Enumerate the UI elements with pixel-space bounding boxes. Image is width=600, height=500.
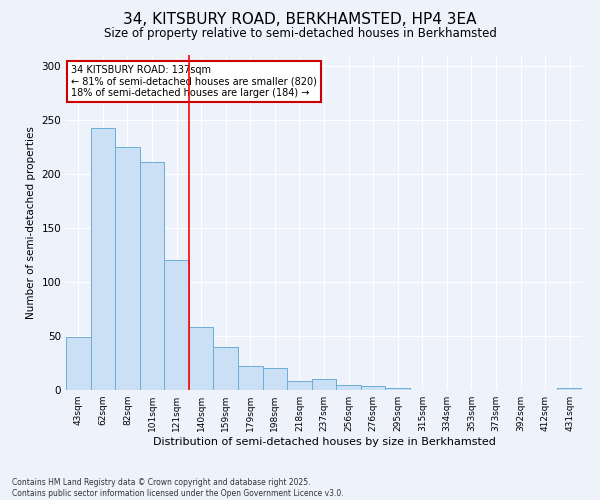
- Text: 34 KITSBURY ROAD: 137sqm
← 81% of semi-detached houses are smaller (820)
18% of : 34 KITSBURY ROAD: 137sqm ← 81% of semi-d…: [71, 65, 317, 98]
- Bar: [91, 128, 115, 390]
- Bar: [214, 347, 238, 390]
- Bar: [336, 384, 361, 390]
- Bar: [557, 388, 582, 390]
- Bar: [361, 386, 385, 390]
- Bar: [263, 368, 287, 390]
- Bar: [164, 260, 189, 390]
- Text: 34, KITSBURY ROAD, BERKHAMSTED, HP4 3EA: 34, KITSBURY ROAD, BERKHAMSTED, HP4 3EA: [123, 12, 477, 28]
- Bar: [287, 382, 312, 390]
- Bar: [385, 388, 410, 390]
- Bar: [312, 379, 336, 390]
- Bar: [238, 366, 263, 390]
- X-axis label: Distribution of semi-detached houses by size in Berkhamsted: Distribution of semi-detached houses by …: [152, 437, 496, 447]
- Bar: [189, 328, 214, 390]
- Text: Size of property relative to semi-detached houses in Berkhamsted: Size of property relative to semi-detach…: [104, 28, 496, 40]
- Bar: [140, 162, 164, 390]
- Text: Contains HM Land Registry data © Crown copyright and database right 2025.
Contai: Contains HM Land Registry data © Crown c…: [12, 478, 344, 498]
- Bar: [115, 147, 140, 390]
- Bar: [66, 337, 91, 390]
- Y-axis label: Number of semi-detached properties: Number of semi-detached properties: [26, 126, 36, 319]
